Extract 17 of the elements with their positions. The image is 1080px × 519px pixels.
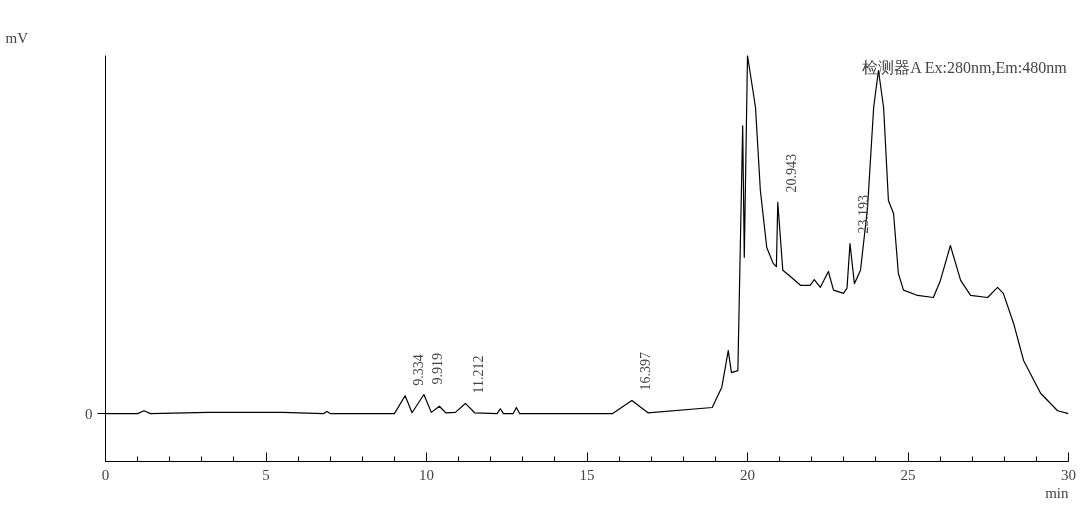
annotation: 23.193 [856, 194, 871, 234]
annotation: 9.919 [429, 353, 445, 385]
x-tick-label: 30 [1061, 466, 1076, 483]
text: 0 [85, 405, 93, 422]
annotation: 11.212 [471, 355, 487, 394]
x-tick-label: 15 [579, 466, 595, 483]
x-tick-label: 5 [262, 466, 270, 483]
x-tick-label: 0 [101, 466, 110, 483]
annotation: 16.397 [637, 352, 653, 391]
annotation: 9.334 [411, 354, 427, 386]
x-tick-label: 25 [900, 466, 916, 483]
annotation: 检测器A Ex:280nm,Em:480nm [862, 58, 1068, 76]
x-tick-label: 10 [419, 466, 434, 483]
x-axis-title: min [1045, 484, 1069, 501]
annotation: 20.943 [783, 153, 799, 193]
x-tick-label: 20 [740, 466, 755, 483]
y-axis-title: mV [5, 29, 29, 46]
